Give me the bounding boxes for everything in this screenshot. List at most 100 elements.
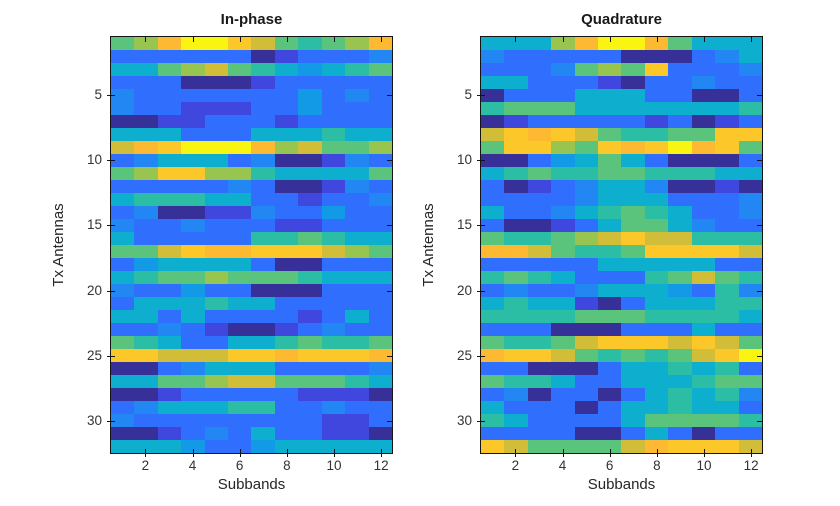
- heatmap-cell: [274, 258, 299, 271]
- heatmap-cell: [621, 50, 645, 63]
- heatmap-cell: [621, 245, 645, 258]
- heatmap-cell: [204, 128, 229, 141]
- heatmap-cell: [321, 362, 346, 375]
- heatmap-cell: [298, 232, 322, 245]
- heatmap-cell: [251, 115, 275, 128]
- heatmap-cell: [134, 401, 158, 414]
- heatmap-cell: [228, 76, 252, 89]
- heatmap-cell: [368, 388, 392, 401]
- heatmap-cell: [204, 297, 229, 310]
- heatmap-cell: [251, 440, 275, 453]
- heatmap-cell: [715, 297, 739, 310]
- heatmap-cell: [251, 349, 275, 362]
- heatmap-cell: [368, 323, 392, 336]
- heatmap-cell: [551, 440, 575, 453]
- heatmap-cell: [621, 388, 645, 401]
- heatmap-cell: [251, 37, 275, 50]
- heatmap-cell: [157, 297, 182, 310]
- heatmap-cell: [157, 50, 182, 63]
- heatmap-cell: [644, 76, 669, 89]
- heatmap-cell: [321, 440, 346, 453]
- heatmap-cell: [321, 167, 346, 180]
- quadrature-y-axis-label: Tx Antennas: [420, 203, 437, 287]
- heatmap-cell: [598, 427, 622, 440]
- heatmap-cell: [715, 323, 739, 336]
- heatmap-cell: [715, 284, 739, 297]
- y-tick-label: 10: [456, 152, 472, 168]
- heatmap-cell: [598, 128, 622, 141]
- heatmap-cell: [738, 297, 762, 310]
- x-tick-mark: [656, 449, 658, 457]
- heatmap-cell: [574, 427, 599, 440]
- heatmap-cell: [621, 63, 645, 76]
- heatmap-cell: [345, 336, 369, 349]
- y-tick-label: 20: [456, 282, 472, 298]
- heatmap-cell: [134, 323, 158, 336]
- heatmap-cell: [574, 297, 599, 310]
- heatmap-cell: [321, 245, 346, 258]
- heatmap-cell: [481, 63, 505, 76]
- heatmap-cell: [644, 427, 669, 440]
- heatmap-cell: [321, 297, 346, 310]
- heatmap-cell: [481, 167, 505, 180]
- heatmap-cell: [321, 128, 346, 141]
- heatmap-cell: [298, 245, 322, 258]
- heatmap-cell: [551, 349, 575, 362]
- heatmap-cell: [111, 167, 135, 180]
- heatmap-cell: [111, 349, 135, 362]
- heatmap-cell: [134, 375, 158, 388]
- heatmap-cell: [204, 89, 229, 102]
- heatmap-cell: [621, 271, 645, 284]
- heatmap-cell: [504, 154, 528, 167]
- heatmap-cell: [715, 362, 739, 375]
- heatmap-cell: [738, 388, 762, 401]
- heatmap-cell: [668, 336, 692, 349]
- heatmap-cell: [298, 37, 322, 50]
- heatmap-cell: [598, 258, 622, 271]
- heatmap-cell: [181, 362, 205, 375]
- heatmap-cell: [228, 414, 252, 427]
- heatmap-cell: [298, 63, 322, 76]
- heatmap-cell: [228, 206, 252, 219]
- y-tick-mark: [107, 94, 115, 96]
- heatmap-cell: [204, 141, 229, 154]
- heatmap-cell: [598, 375, 622, 388]
- heatmap-cell: [621, 375, 645, 388]
- heatmap-cell: [621, 414, 645, 427]
- heatmap-cell: [481, 102, 505, 115]
- heatmap-cell: [738, 128, 762, 141]
- heatmap-cell: [691, 401, 716, 414]
- y-tick-label: 5: [464, 86, 472, 102]
- heatmap-cell: [504, 401, 528, 414]
- heatmap-cell: [204, 115, 229, 128]
- heatmap-cell: [251, 193, 275, 206]
- heatmap-cell: [345, 297, 369, 310]
- heatmap-cell: [644, 206, 669, 219]
- heatmap-cell: [181, 206, 205, 219]
- heatmap-cell: [274, 375, 299, 388]
- heatmap-cell: [228, 401, 252, 414]
- heatmap-cell: [321, 193, 346, 206]
- heatmap-cell: [691, 388, 716, 401]
- heatmap-cell: [228, 375, 252, 388]
- y-tick-label: 30: [456, 413, 472, 429]
- x-tick-mark: [239, 449, 241, 457]
- heatmap-cell: [345, 401, 369, 414]
- heatmap-cell: [111, 76, 135, 89]
- heatmap-cell: [644, 180, 669, 193]
- heatmap-cell: [598, 310, 622, 323]
- heatmap-cell: [274, 154, 299, 167]
- heatmap-cell: [668, 362, 692, 375]
- heatmap-cell: [157, 219, 182, 232]
- heatmap-cell: [574, 310, 599, 323]
- heatmap-cell: [598, 37, 622, 50]
- x-tick-mark: [656, 37, 658, 42]
- heatmap-cell: [738, 336, 762, 349]
- heatmap-cell: [134, 271, 158, 284]
- heatmap-cell: [298, 154, 322, 167]
- heatmap-cell: [668, 219, 692, 232]
- heatmap-cell: [157, 388, 182, 401]
- heatmap-cell: [551, 128, 575, 141]
- heatmap-cell: [644, 154, 669, 167]
- x-tick-mark: [334, 449, 335, 457]
